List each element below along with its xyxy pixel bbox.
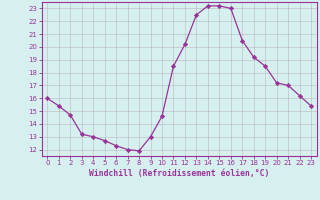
X-axis label: Windchill (Refroidissement éolien,°C): Windchill (Refroidissement éolien,°C) xyxy=(89,169,269,178)
